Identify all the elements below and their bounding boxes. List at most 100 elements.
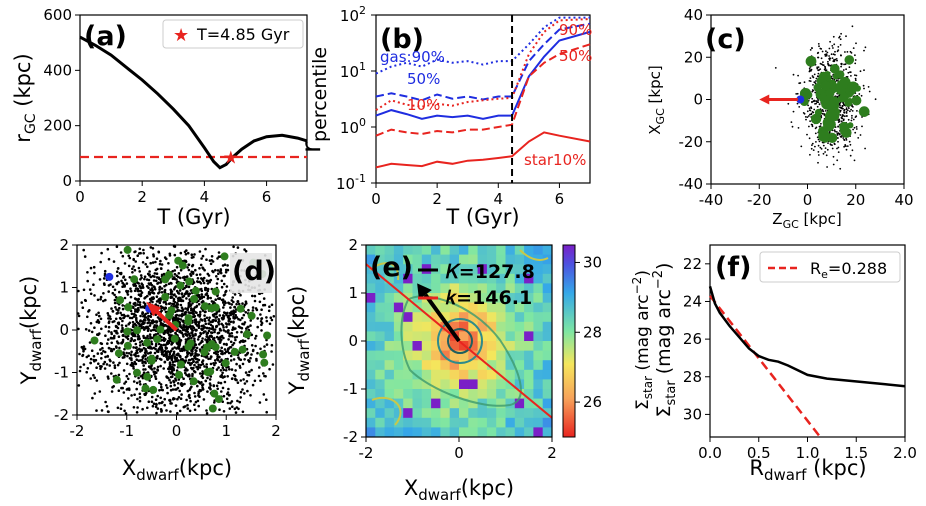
particle [263, 374, 266, 378]
particle [102, 362, 105, 366]
particle [256, 351, 259, 355]
heatmap-cell [468, 427, 478, 438]
particle [827, 63, 830, 66]
panel-b-frame [375, 14, 591, 184]
heatmap-cell [505, 427, 516, 438]
particle [148, 333, 152, 336]
particle [850, 75, 852, 77]
particle [109, 317, 112, 321]
colorbar-label: Σstar (mag arc−2) [630, 270, 655, 410]
particle [246, 389, 249, 393]
particle [202, 398, 206, 401]
particle [172, 245, 176, 248]
particle [142, 371, 146, 375]
heatmap-cell [366, 302, 376, 313]
particle [88, 341, 92, 344]
particle [132, 346, 135, 349]
particle [167, 262, 170, 265]
star-particle [805, 55, 817, 67]
heatmap-cell [421, 369, 432, 380]
particle [176, 386, 180, 390]
heatmap-cell [375, 369, 385, 380]
particle [849, 143, 852, 146]
particle [139, 320, 142, 323]
heatmap-cell [421, 341, 432, 351]
particle [838, 120, 841, 123]
particle [116, 341, 120, 345]
particle [826, 148, 829, 151]
star-particle [247, 311, 256, 320]
heatmap-cell [533, 312, 544, 323]
particle [240, 316, 244, 320]
x-axis-label: Xdwarf(kpc) [122, 456, 232, 484]
particle [808, 109, 811, 112]
heatmap-cell [403, 398, 413, 409]
particle [219, 269, 223, 272]
heatmap-cell [449, 321, 460, 332]
star-particle [143, 372, 152, 381]
particle [125, 374, 129, 378]
heatmap-cell [477, 369, 488, 380]
heatmap-cell [384, 312, 395, 323]
heatmap-cell [459, 360, 469, 371]
particle [212, 318, 215, 322]
particle [216, 269, 220, 272]
particle [813, 81, 816, 84]
particle [824, 110, 827, 112]
particle [196, 338, 200, 341]
particle [190, 385, 193, 389]
particle [235, 362, 238, 366]
dwarf-center [796, 95, 805, 104]
particle [140, 348, 144, 352]
heatmap-cell [431, 379, 441, 390]
particle [119, 251, 123, 254]
particle [141, 361, 144, 365]
particle [214, 361, 217, 365]
particle [249, 394, 252, 397]
heatmap-cell [505, 360, 516, 371]
particle [104, 298, 107, 302]
x-tick-label: 1.0 [796, 444, 820, 462]
particle [834, 50, 836, 53]
particle [126, 290, 130, 293]
heatmap-cell [477, 360, 488, 371]
heatmap-cell [514, 398, 525, 409]
particle [214, 268, 217, 272]
y-tick-label: 30 [683, 405, 702, 423]
heatmap-cell [366, 417, 376, 428]
particle [97, 311, 100, 315]
particle [798, 106, 801, 108]
heatmap-cell [542, 369, 553, 380]
heatmap-cell [468, 331, 478, 342]
particle [86, 271, 89, 274]
particle [233, 336, 237, 339]
particle [159, 383, 163, 386]
particle [265, 343, 269, 346]
heatmap-cell [486, 350, 497, 361]
y-tick-label: 600 [43, 6, 72, 24]
heatmap-cell [459, 293, 469, 303]
particle [134, 362, 138, 366]
particle [97, 320, 101, 324]
particle [178, 354, 182, 358]
heatmap-cell [459, 398, 469, 409]
heatmap-cell [393, 369, 404, 380]
heatmap-cell [375, 293, 385, 303]
panel-f-label: (f) [715, 252, 751, 283]
particle [173, 253, 177, 257]
particle [113, 288, 117, 292]
heatmap-cell [431, 331, 441, 342]
particle [221, 324, 225, 327]
heatmap-cell [366, 331, 376, 342]
heatmap-cell [403, 264, 413, 275]
star-particle [814, 108, 822, 117]
particle [95, 313, 98, 317]
particle [155, 295, 159, 299]
particle [256, 317, 260, 320]
heatmap-cell [542, 427, 553, 438]
particle [854, 62, 857, 65]
particle [94, 358, 98, 362]
particle [188, 374, 191, 377]
